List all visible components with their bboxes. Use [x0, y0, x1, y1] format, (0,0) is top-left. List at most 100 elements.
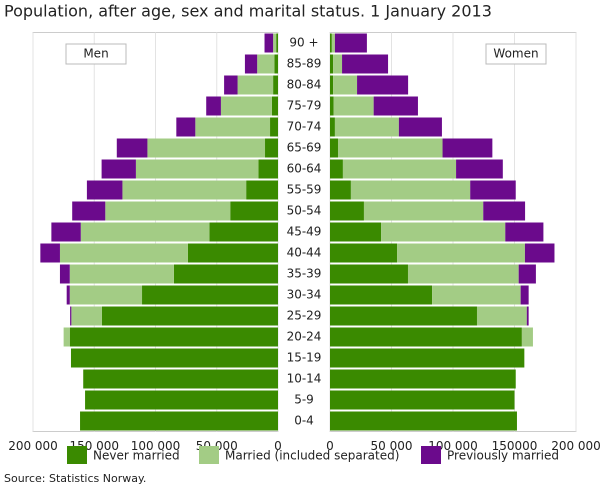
bar-women: [518, 264, 536, 284]
bar-men: [86, 180, 123, 200]
bar-women: [330, 180, 351, 200]
bar-women: [483, 201, 526, 221]
bar-men: [187, 243, 278, 263]
bar-men: [224, 75, 238, 95]
bar-women: [432, 285, 521, 305]
x-tick-label: 0: [274, 439, 282, 453]
bar-women: [330, 33, 332, 53]
bar-men: [69, 264, 174, 284]
bar-women: [337, 138, 443, 158]
bar-women: [330, 306, 477, 326]
bar-women: [524, 243, 555, 263]
category-label: 25-29: [287, 309, 322, 323]
category-label: 40-44: [287, 246, 322, 260]
bar-men: [206, 96, 221, 116]
bar-men: [220, 96, 272, 116]
bar-men: [59, 243, 188, 263]
panel-label: Women: [493, 47, 538, 61]
category-label: 75-79: [287, 99, 322, 113]
bar-men: [116, 138, 148, 158]
bar-women: [330, 54, 334, 74]
category-label: 0-4: [294, 414, 314, 428]
bar-men: [40, 243, 60, 263]
bar-women: [381, 222, 506, 242]
bar-women: [330, 117, 335, 137]
bar-men: [265, 138, 278, 158]
x-tick-label: 150000: [492, 439, 538, 453]
legend-label: Previously married: [447, 449, 559, 463]
bar-men: [51, 222, 81, 242]
x-tick-label: 50 000: [371, 439, 413, 453]
bar-women: [342, 54, 389, 74]
category-label: 60-64: [287, 162, 322, 176]
bar-women: [363, 201, 484, 221]
category-label: 55-59: [287, 183, 322, 197]
bar-men: [101, 306, 278, 326]
bar-men: [237, 75, 274, 95]
bar-women: [470, 180, 516, 200]
legend-label: Never married: [93, 449, 180, 463]
bar-men: [135, 159, 259, 179]
bar-women: [330, 264, 408, 284]
bar-women: [331, 33, 335, 53]
bar-women: [330, 96, 334, 116]
bar-men: [142, 285, 278, 305]
category-label: 80-84: [287, 78, 322, 92]
bar-men: [80, 411, 278, 431]
bar-women: [333, 75, 358, 95]
category-label: 35-39: [287, 267, 322, 281]
category-label: 65-69: [287, 141, 322, 155]
category-label: 70-74: [287, 120, 322, 134]
bar-men: [101, 159, 136, 179]
category-label: 10-14: [287, 372, 322, 386]
bar-men: [271, 96, 278, 116]
bar-women: [333, 96, 374, 116]
panel-label-box: [65, 43, 127, 65]
bar-men: [230, 201, 278, 221]
bar-men: [71, 306, 102, 326]
bar-women: [397, 243, 525, 263]
bar-women: [330, 411, 517, 431]
category-label: 85-89: [287, 57, 322, 71]
bar-men: [258, 159, 278, 179]
bar-women: [442, 138, 493, 158]
category-label: 15-19: [287, 351, 322, 365]
legend-label: Married (included separated): [225, 449, 399, 463]
bar-men: [274, 54, 278, 74]
bar-men: [257, 54, 275, 74]
bar-men: [69, 285, 143, 305]
x-tick-label: 200 000: [551, 439, 601, 453]
category-label: 5-9: [294, 393, 314, 407]
bar-women: [476, 306, 527, 326]
bar-men: [209, 222, 278, 242]
bar-men: [244, 54, 258, 74]
category-label: 45-49: [287, 225, 322, 239]
bar-men: [63, 327, 70, 347]
bar-men: [264, 33, 274, 53]
bar-women: [330, 222, 382, 242]
bar-men: [173, 264, 278, 284]
source: Source: Statistics Norway.: [4, 472, 146, 485]
legend-swatch: [67, 446, 87, 464]
bar-men: [105, 201, 231, 221]
panel-label: Men: [83, 47, 108, 61]
panel-label-box: [485, 43, 547, 65]
x-tick-label: 0: [326, 439, 334, 453]
bar-men: [195, 117, 271, 137]
bar-men: [80, 222, 210, 242]
bar-women: [330, 390, 515, 410]
bar-men: [176, 117, 196, 137]
bar-men: [273, 33, 277, 53]
bar-men: [72, 201, 106, 221]
bar-men: [59, 264, 70, 284]
bar-women: [333, 54, 343, 74]
category-label: 90 +: [289, 36, 318, 50]
bar-women: [334, 117, 399, 137]
bar-men: [69, 327, 278, 347]
x-tick-label: 200 000: [8, 439, 58, 453]
bar-men: [276, 33, 278, 53]
bar-women: [330, 159, 343, 179]
bar-women: [521, 327, 533, 347]
bar-men: [70, 306, 72, 326]
bar-women: [330, 369, 516, 389]
